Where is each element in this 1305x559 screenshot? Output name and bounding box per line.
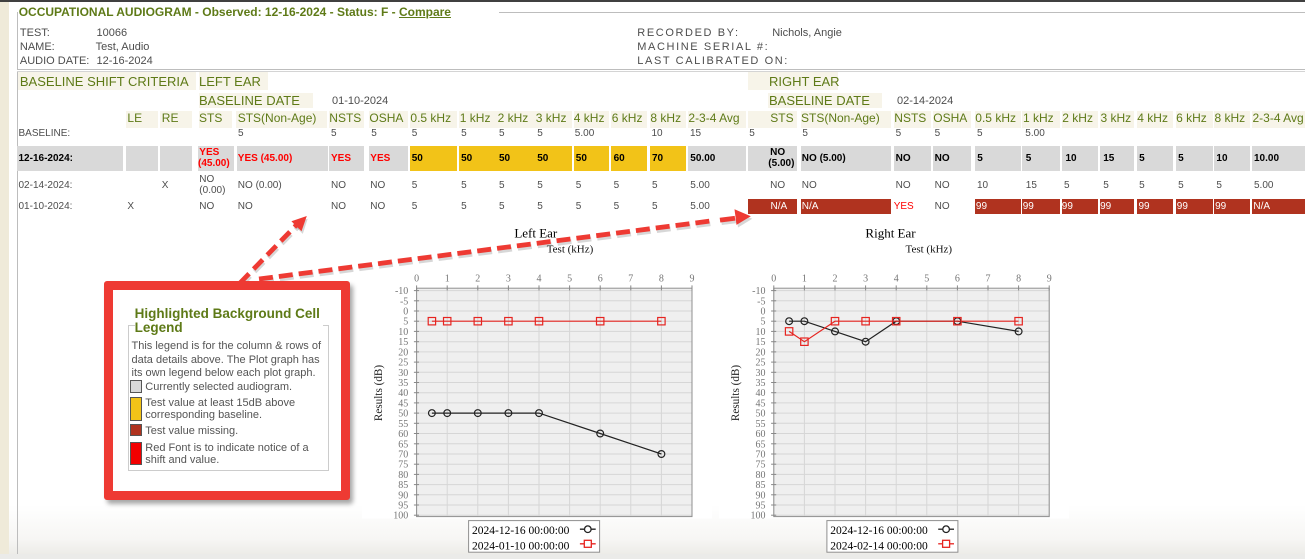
- svg-text:10: 10: [398, 327, 408, 338]
- svg-text:35: 35: [398, 378, 408, 389]
- svg-text:50: 50: [398, 409, 408, 420]
- svg-text:1: 1: [445, 274, 450, 285]
- svg-text:6: 6: [955, 274, 960, 285]
- svg-text:25: 25: [398, 358, 408, 369]
- svg-text:65: 65: [398, 439, 408, 450]
- svg-text:Right Ear: Right Ear: [865, 226, 916, 241]
- svg-text:80: 80: [398, 470, 408, 481]
- svg-text:3: 3: [506, 274, 511, 285]
- svg-text:4: 4: [537, 274, 542, 285]
- svg-text:5: 5: [403, 317, 408, 328]
- svg-text:-10: -10: [752, 286, 765, 297]
- svg-text:5: 5: [761, 317, 766, 328]
- svg-text:55: 55: [398, 419, 408, 430]
- svg-text:7: 7: [986, 274, 991, 285]
- svg-text:5: 5: [924, 274, 929, 285]
- svg-text:30: 30: [756, 368, 766, 379]
- svg-text:5: 5: [567, 274, 572, 285]
- svg-text:1: 1: [802, 274, 807, 285]
- svg-text:Results (dB): Results (dB): [730, 365, 742, 422]
- svg-text:20: 20: [756, 347, 766, 358]
- svg-text:80: 80: [756, 470, 766, 481]
- svg-text:9: 9: [1047, 274, 1052, 285]
- svg-text:2: 2: [475, 274, 480, 285]
- svg-text:40: 40: [398, 388, 408, 399]
- svg-text:45: 45: [398, 398, 408, 409]
- svg-text:30: 30: [398, 368, 408, 379]
- svg-text:15: 15: [398, 337, 408, 348]
- svg-text:90: 90: [756, 490, 766, 501]
- svg-text:60: 60: [398, 429, 408, 440]
- svg-text:0: 0: [761, 307, 766, 318]
- svg-text:3: 3: [863, 274, 868, 285]
- svg-text:65: 65: [756, 439, 766, 450]
- svg-text:2: 2: [833, 274, 838, 285]
- svg-text:2024-02-14 00:00:00: 2024-02-14 00:00:00: [830, 540, 928, 552]
- svg-text:75: 75: [756, 460, 766, 471]
- svg-text:100: 100: [751, 511, 766, 522]
- svg-text:-10: -10: [395, 286, 408, 297]
- svg-text:95: 95: [756, 501, 766, 512]
- svg-text:8: 8: [1016, 274, 1021, 285]
- svg-text:2024-12-16 00:00:00: 2024-12-16 00:00:00: [472, 525, 570, 537]
- svg-text:-5: -5: [400, 296, 408, 307]
- svg-text:6: 6: [598, 274, 603, 285]
- svg-text:75: 75: [398, 460, 408, 471]
- svg-text:10: 10: [756, 327, 766, 338]
- svg-text:55: 55: [756, 419, 766, 430]
- svg-text:95: 95: [398, 501, 408, 512]
- svg-text:-5: -5: [757, 296, 765, 307]
- svg-text:85: 85: [398, 480, 408, 491]
- svg-text:8: 8: [659, 274, 664, 285]
- svg-text:15: 15: [756, 337, 766, 348]
- svg-text:20: 20: [398, 347, 408, 358]
- svg-text:2024-12-16 00:00:00: 2024-12-16 00:00:00: [830, 525, 928, 537]
- svg-text:100: 100: [393, 511, 408, 522]
- svg-text:Test (kHz): Test (kHz): [547, 243, 594, 255]
- svg-text:0: 0: [771, 274, 776, 285]
- svg-text:0: 0: [403, 307, 408, 318]
- svg-text:50: 50: [756, 409, 766, 420]
- svg-text:Left Ear: Left Ear: [514, 226, 558, 241]
- svg-text:4: 4: [894, 274, 899, 285]
- svg-text:Results (dB): Results (dB): [373, 365, 385, 422]
- svg-text:35: 35: [756, 378, 766, 389]
- svg-text:40: 40: [756, 388, 766, 399]
- svg-text:2024-01-10 00:00:00: 2024-01-10 00:00:00: [472, 540, 570, 552]
- svg-text:9: 9: [690, 274, 695, 285]
- svg-text:90: 90: [398, 490, 408, 501]
- svg-text:Test (kHz): Test (kHz): [906, 243, 953, 255]
- svg-text:85: 85: [756, 480, 766, 491]
- svg-text:45: 45: [756, 398, 766, 409]
- svg-text:60: 60: [756, 429, 766, 440]
- svg-text:70: 70: [398, 450, 408, 461]
- svg-text:70: 70: [756, 450, 766, 461]
- svg-text:7: 7: [628, 274, 633, 285]
- svg-text:25: 25: [756, 358, 766, 369]
- svg-text:0: 0: [414, 274, 419, 285]
